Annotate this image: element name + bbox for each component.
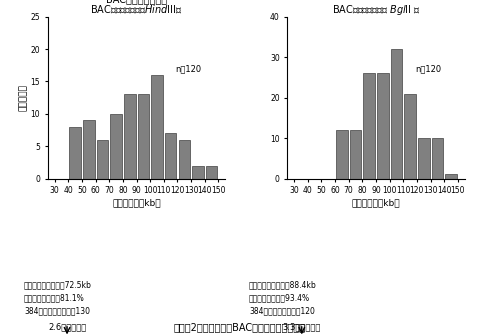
Text: インサート率　：93.4%: インサート率 ：93.4% — [249, 293, 310, 302]
X-axis label: 挿入断片長（kb）: 挿入断片長（kb） — [112, 198, 161, 207]
Text: 384穴プレート枚数：120: 384穴プレート枚数：120 — [249, 306, 315, 315]
Bar — [350, 130, 361, 178]
Bar — [336, 130, 348, 178]
Bar — [418, 138, 430, 178]
Text: 平均インサート長：72.5kb: 平均インサート長：72.5kb — [24, 281, 92, 290]
Bar — [404, 94, 416, 178]
Text: 2.6ゲノム相当: 2.6ゲノム相当 — [48, 322, 86, 331]
Text: 384穴プレート枚数：130: 384穴プレート枚数：130 — [24, 306, 90, 315]
Text: インサート率　：81.1%: インサート率 ：81.1% — [24, 293, 85, 302]
Text: n＝120: n＝120 — [415, 64, 441, 73]
Bar — [124, 94, 136, 178]
Bar — [377, 73, 388, 178]
Bar — [97, 140, 108, 178]
Title: BACライブラリー（$\mathit{Hind}$III）: BACライブラリー（$\mathit{Hind}$III） — [91, 3, 183, 15]
Text: 3.3ゲノム相当: 3.3ゲノム相当 — [283, 322, 321, 331]
Bar — [83, 120, 95, 178]
Text: 平均インサート長：88.4kb: 平均インサート長：88.4kb — [249, 281, 317, 290]
Bar — [151, 75, 163, 178]
Bar — [137, 94, 149, 178]
Text: n＝120: n＝120 — [176, 64, 202, 73]
Bar — [364, 73, 375, 178]
Bar — [110, 114, 122, 178]
Bar — [206, 166, 217, 178]
Bar — [192, 166, 204, 178]
Text: BACライブラリー（: BACライブラリー（ — [106, 0, 167, 4]
Bar — [179, 140, 190, 178]
Bar — [445, 174, 457, 178]
Title: BACライブラリー（ $\mathit{Bgl}$II ）: BACライブラリー（ $\mathit{Bgl}$II ） — [331, 3, 421, 17]
X-axis label: 挿入断片長（kb）: 挿入断片長（kb） — [352, 198, 400, 207]
Bar — [165, 133, 176, 178]
Bar — [391, 49, 402, 178]
Bar — [432, 138, 443, 178]
Text: 図１　2種類のダイズBACライブラリーの特徴: 図１ 2種類のダイズBACライブラリーの特徴 — [173, 323, 306, 333]
Y-axis label: クローン数: クローン数 — [19, 84, 28, 111]
Bar — [69, 127, 81, 178]
